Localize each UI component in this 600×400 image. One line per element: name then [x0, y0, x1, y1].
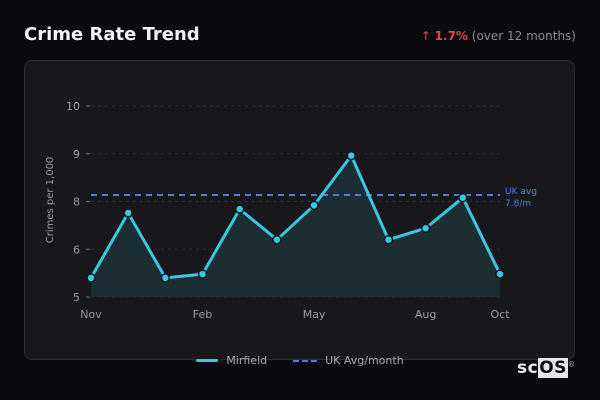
- svg-text:Aug: Aug: [415, 308, 436, 321]
- uk-avg-annotation-line2: 7.8/m: [505, 199, 531, 209]
- svg-text:6: 6: [73, 243, 80, 256]
- legend-label: UK Avg/month: [325, 354, 404, 367]
- page-title: Crime Rate Trend: [24, 24, 200, 45]
- scos-logo: scOS®: [517, 358, 576, 378]
- svg-text:Feb: Feb: [193, 308, 212, 321]
- chart-legend: Mirfield UK Avg/month: [0, 354, 600, 367]
- arrow-up-icon: ↑: [420, 29, 431, 43]
- svg-text:Nov: Nov: [80, 308, 102, 321]
- series-area: [91, 155, 500, 297]
- svg-text:5: 5: [73, 291, 80, 304]
- series-points: [86, 150, 505, 283]
- y-axis-ticks: 10 9 8 6 5: [66, 100, 90, 304]
- dashed-line-swatch-icon: [293, 359, 318, 362]
- svg-text:9: 9: [73, 148, 80, 161]
- y-axis-label: Crimes per 1,000: [45, 157, 56, 244]
- svg-text:Oct: Oct: [490, 308, 510, 321]
- trend-delta: ↑ 1.7% (over 12 months): [421, 29, 576, 43]
- series-line: [89, 154, 502, 280]
- legend-item-uk-avg[interactable]: UK Avg/month: [293, 354, 404, 367]
- svg-text:May: May: [303, 308, 326, 321]
- svg-text:10: 10: [66, 100, 80, 113]
- legend-label: Mirfield: [226, 354, 268, 367]
- svg-text:8: 8: [73, 196, 80, 209]
- chart-card: [24, 60, 575, 360]
- uk-avg-annotation-line1: UK avg: [505, 187, 537, 197]
- delta-note: (over 12 months): [471, 29, 576, 43]
- legend-item-mirfield[interactable]: Mirfield: [196, 354, 267, 367]
- delta-value: 1.7%: [434, 29, 468, 43]
- solid-line-swatch-icon: [196, 359, 219, 362]
- x-axis-ticks: Nov Feb May Aug Oct: [80, 308, 510, 321]
